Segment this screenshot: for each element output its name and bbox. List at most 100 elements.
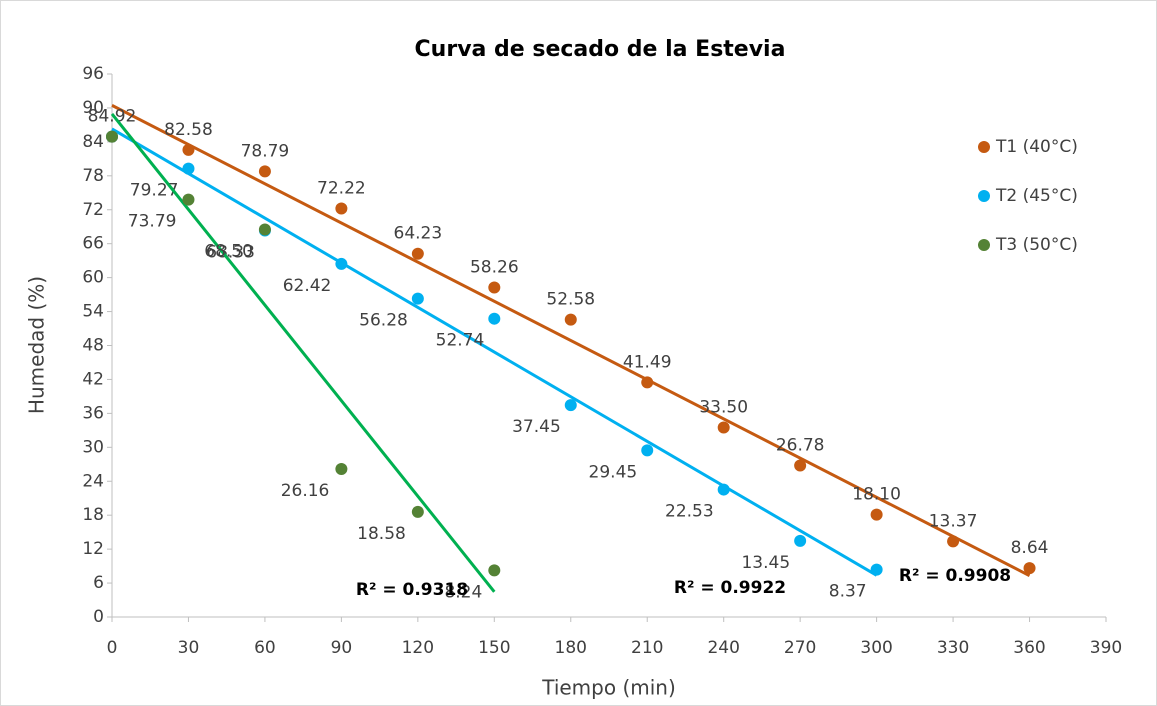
data-label: 37.45: [512, 417, 561, 437]
x-tick-label: 180: [555, 638, 587, 658]
y-tick-label: 66: [82, 234, 104, 254]
data-label: 22.53: [665, 502, 714, 522]
data-label: 82.58: [164, 120, 213, 140]
y-tick-label: 6: [93, 573, 104, 593]
data-point: [870, 563, 883, 576]
data-point: [411, 505, 424, 518]
x-tick-label: 210: [631, 638, 663, 658]
y-tick-label: 90: [82, 98, 104, 118]
legend-label: T2 (45°C): [995, 186, 1078, 206]
x-tick-label: 150: [478, 638, 510, 658]
data-label: 84.92: [88, 107, 137, 127]
r2-label: R² = 0.9922: [674, 578, 786, 598]
data-point: [717, 421, 730, 434]
y-tick-label: 18: [82, 505, 104, 525]
y-tick-label: 24: [82, 471, 104, 491]
data-label: 33.50: [699, 398, 748, 418]
x-tick-label: 120: [402, 638, 434, 658]
y-tick-label: 96: [82, 64, 104, 84]
data-point: [335, 463, 348, 476]
trendline: [111, 104, 1031, 577]
x-tick-label: 270: [784, 638, 816, 658]
data-label: 29.45: [589, 462, 638, 482]
data-point: [641, 376, 654, 389]
data-label: 26.78: [776, 436, 825, 456]
data-point: [182, 193, 195, 206]
data-label: 79.27: [130, 181, 179, 201]
data-label: 78.79: [241, 141, 290, 161]
data-label: 64.23: [394, 224, 443, 244]
data-point: [106, 130, 118, 143]
data-label: 52.74: [436, 331, 485, 351]
data-point: [182, 143, 195, 156]
data-label: 56.28: [359, 311, 408, 331]
data-point: [794, 534, 807, 547]
x-axis-title: Tiempo (min): [541, 676, 676, 700]
data-point: [564, 313, 577, 326]
data-label: 8.64: [1011, 538, 1049, 558]
data-point: [411, 247, 424, 260]
data-label: 68.50: [204, 242, 253, 262]
data-point: [794, 459, 807, 472]
x-tick-label: 30: [178, 638, 200, 658]
data-point: [182, 162, 195, 175]
data-point: [488, 281, 501, 294]
y-tick-label: 36: [82, 403, 104, 423]
x-tick-label: 330: [937, 638, 969, 658]
y-tick-label: 78: [82, 166, 104, 186]
data-point: [335, 257, 348, 270]
data-point: [564, 399, 577, 412]
data-point: [335, 202, 348, 215]
data-label: 62.42: [283, 276, 332, 296]
data-point: [258, 165, 271, 178]
data-label: 18.58: [357, 524, 406, 544]
r2-label: R² = 0.9318: [356, 580, 468, 600]
data-label: 41.49: [623, 352, 672, 372]
x-tick-label: 300: [860, 638, 892, 658]
data-point: [258, 223, 271, 236]
data-label: 13.45: [741, 553, 790, 573]
x-tick-label: 0: [107, 638, 118, 658]
data-point: [488, 564, 501, 577]
data-label: 18.10: [852, 485, 901, 505]
data-point: [947, 535, 960, 548]
x-tick-label: 240: [707, 638, 739, 658]
data-point: [641, 444, 654, 457]
trendline: [111, 127, 878, 577]
y-tick-label: 0: [93, 607, 104, 627]
y-axis-title: Humedad (%): [25, 276, 49, 414]
y-tick-label: 60: [82, 268, 104, 288]
y-tick-label: 54: [82, 302, 104, 322]
data-point: [870, 508, 883, 521]
data-label: 73.79: [128, 212, 177, 232]
y-tick-label: 42: [82, 369, 104, 389]
data-point: [1023, 562, 1036, 575]
r2-label: R² = 0.9908: [899, 566, 1011, 586]
legend-label: T3 (50°C): [995, 235, 1078, 255]
data-point: [717, 483, 730, 496]
y-tick-label: 12: [82, 539, 104, 559]
legend-marker: [978, 239, 990, 251]
data-label: 13.37: [929, 511, 978, 531]
data-label: 52.58: [546, 290, 595, 310]
x-tick-label: 390: [1090, 638, 1122, 658]
legend-marker: [978, 141, 990, 153]
trendline: [110, 113, 496, 593]
x-tick-label: 90: [331, 638, 353, 658]
x-tick-label: 360: [1013, 638, 1045, 658]
y-tick-label: 30: [82, 437, 104, 457]
legend-marker: [978, 190, 990, 202]
x-tick-label: 60: [254, 638, 276, 658]
data-label: 72.22: [317, 179, 366, 199]
y-tick-label: 84: [82, 132, 104, 152]
data-label: 26.16: [281, 481, 330, 501]
data-label: 8.37: [829, 582, 867, 602]
y-tick-label: 48: [82, 336, 104, 356]
data-point: [411, 292, 424, 305]
data-point: [488, 312, 501, 325]
chart-title: Curva de secado de la Estevia: [415, 37, 786, 62]
data-label: 58.26: [470, 257, 519, 277]
y-tick-label: 72: [82, 200, 104, 220]
